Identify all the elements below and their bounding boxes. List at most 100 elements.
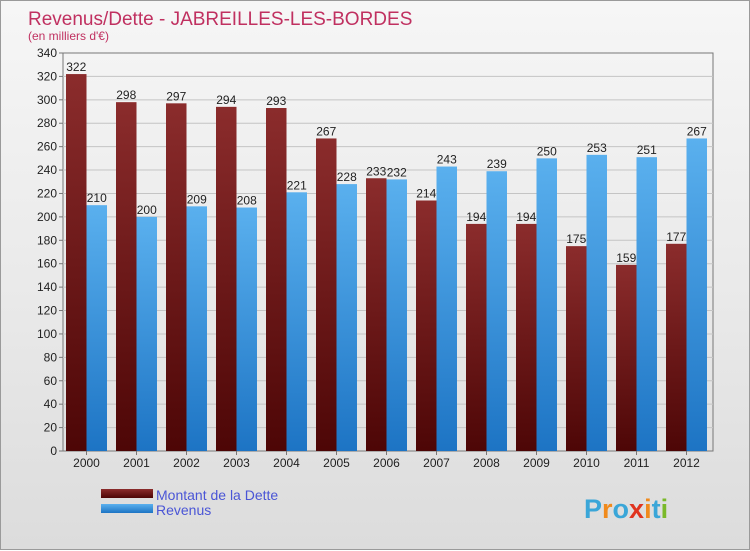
bar-debt xyxy=(316,138,337,451)
value-label-revenus: 250 xyxy=(537,144,557,158)
logo-letter: r xyxy=(602,494,613,524)
bar-debt xyxy=(216,106,237,452)
value-label-debt: 214 xyxy=(416,186,436,200)
logo-letter: t xyxy=(652,494,661,524)
value-label-revenus: 200 xyxy=(137,203,157,217)
y-tick-label: 20 xyxy=(44,421,58,435)
value-label-revenus: 267 xyxy=(687,124,707,138)
value-label-debt: 194 xyxy=(466,210,486,224)
value-label-debt: 177 xyxy=(666,230,686,244)
logo-letter: i xyxy=(661,494,669,524)
y-tick-label: 160 xyxy=(37,257,57,271)
bar-revenus xyxy=(436,166,457,451)
y-tick-label: 0 xyxy=(50,444,57,458)
value-label-revenus: 221 xyxy=(287,178,307,192)
y-tick-label: 300 xyxy=(37,93,57,107)
y-axis-ticks: 0 20 40 60 80 100 120 140 160 180 200 220 240 260 280 3… xyxy=(37,46,63,458)
bar-revenus xyxy=(136,216,157,451)
bar-debt xyxy=(666,243,687,451)
y-tick-label: 260 xyxy=(37,140,57,154)
legend: Montant de la Dette Revenus xyxy=(101,487,278,518)
value-label-debt: 267 xyxy=(316,124,336,138)
y-tick-label: 280 xyxy=(37,116,57,130)
legend-label-debt: Montant de la Dette xyxy=(156,487,278,503)
bar-revenus xyxy=(86,205,107,451)
bar-revenus xyxy=(586,154,607,451)
y-tick-label: 120 xyxy=(37,304,57,318)
chart-subtitle: (en milliers d'€) xyxy=(28,29,109,43)
bar-debt xyxy=(516,223,537,451)
value-label-revenus: 251 xyxy=(637,143,657,157)
bar-revenus xyxy=(336,184,357,451)
x-tick-label: 2001 xyxy=(123,456,150,470)
x-tick-label: 2006 xyxy=(373,456,400,470)
bar-debt xyxy=(416,200,437,451)
value-label-debt: 159 xyxy=(616,251,636,265)
x-tick-label: 2008 xyxy=(473,456,500,470)
bar-revenus xyxy=(536,158,557,451)
value-label-revenus: 208 xyxy=(237,194,257,208)
chart-title: Revenus/Dette - JABREILLES-LES-BORDES xyxy=(28,9,412,30)
y-tick-label: 200 xyxy=(37,210,57,224)
logo-letter: i xyxy=(644,494,652,524)
bar-revenus xyxy=(236,207,257,451)
bars xyxy=(66,74,707,452)
legend-swatch-debt xyxy=(101,489,153,498)
y-tick-label: 140 xyxy=(37,280,57,294)
value-label-debt: 293 xyxy=(266,94,286,108)
value-label-revenus: 253 xyxy=(587,141,607,155)
value-label-debt: 294 xyxy=(216,93,236,107)
bar-debt xyxy=(166,103,187,451)
x-tick-label: 2009 xyxy=(523,456,550,470)
logo-letter: P xyxy=(584,494,602,524)
bar-debt xyxy=(266,108,287,452)
value-label-debt: 175 xyxy=(566,232,586,246)
value-label-debt: 194 xyxy=(516,210,536,224)
value-label-revenus: 210 xyxy=(87,191,107,205)
bar-revenus xyxy=(386,179,407,451)
value-label-debt: 297 xyxy=(166,89,186,103)
value-label-revenus: 209 xyxy=(187,192,207,206)
bar-revenus xyxy=(686,138,707,451)
bar-revenus xyxy=(486,171,507,451)
y-tick-label: 340 xyxy=(37,46,57,60)
x-tick-label: 2000 xyxy=(73,456,100,470)
value-label-debt: 322 xyxy=(66,60,86,74)
value-label-debt: 233 xyxy=(366,164,386,178)
value-label-revenus: 228 xyxy=(337,170,357,184)
value-label-revenus: 239 xyxy=(487,157,507,171)
x-tick-label: 2010 xyxy=(573,456,600,470)
x-tick-label: 2004 xyxy=(273,456,300,470)
y-tick-label: 60 xyxy=(44,374,58,388)
legend-label-revenus: Revenus xyxy=(156,502,211,518)
x-tick-label: 2002 xyxy=(173,456,200,470)
bar-debt xyxy=(466,223,487,451)
y-tick-label: 180 xyxy=(37,233,57,247)
proxiti-logo: Proxiti xyxy=(584,494,668,524)
bar-revenus xyxy=(186,206,207,451)
x-tick-label: 2012 xyxy=(673,456,700,470)
logo-letter: o xyxy=(613,494,630,524)
x-axis-ticks: 2000 2001 2002 2003 2004 2005 2006 2007 2008 2009… xyxy=(73,451,700,470)
x-tick-label: 2005 xyxy=(323,456,350,470)
y-tick-label: 40 xyxy=(44,397,58,411)
x-tick-label: 2003 xyxy=(223,456,250,470)
value-label-debt: 298 xyxy=(116,88,136,102)
value-label-revenus: 232 xyxy=(387,165,407,179)
y-tick-label: 220 xyxy=(37,186,57,200)
x-tick-label: 2007 xyxy=(423,456,450,470)
bar-debt xyxy=(566,246,587,451)
bar-debt xyxy=(366,178,387,452)
y-tick-label: 240 xyxy=(37,163,57,177)
legend-swatch-revenus xyxy=(101,504,153,513)
value-label-revenus: 243 xyxy=(437,153,457,167)
bar-revenus xyxy=(286,192,307,452)
y-tick-label: 80 xyxy=(44,350,58,364)
y-tick-label: 320 xyxy=(37,69,57,83)
x-tick-label: 2011 xyxy=(624,456,650,470)
bar-debt xyxy=(66,74,87,451)
y-tick-label: 100 xyxy=(37,327,57,341)
